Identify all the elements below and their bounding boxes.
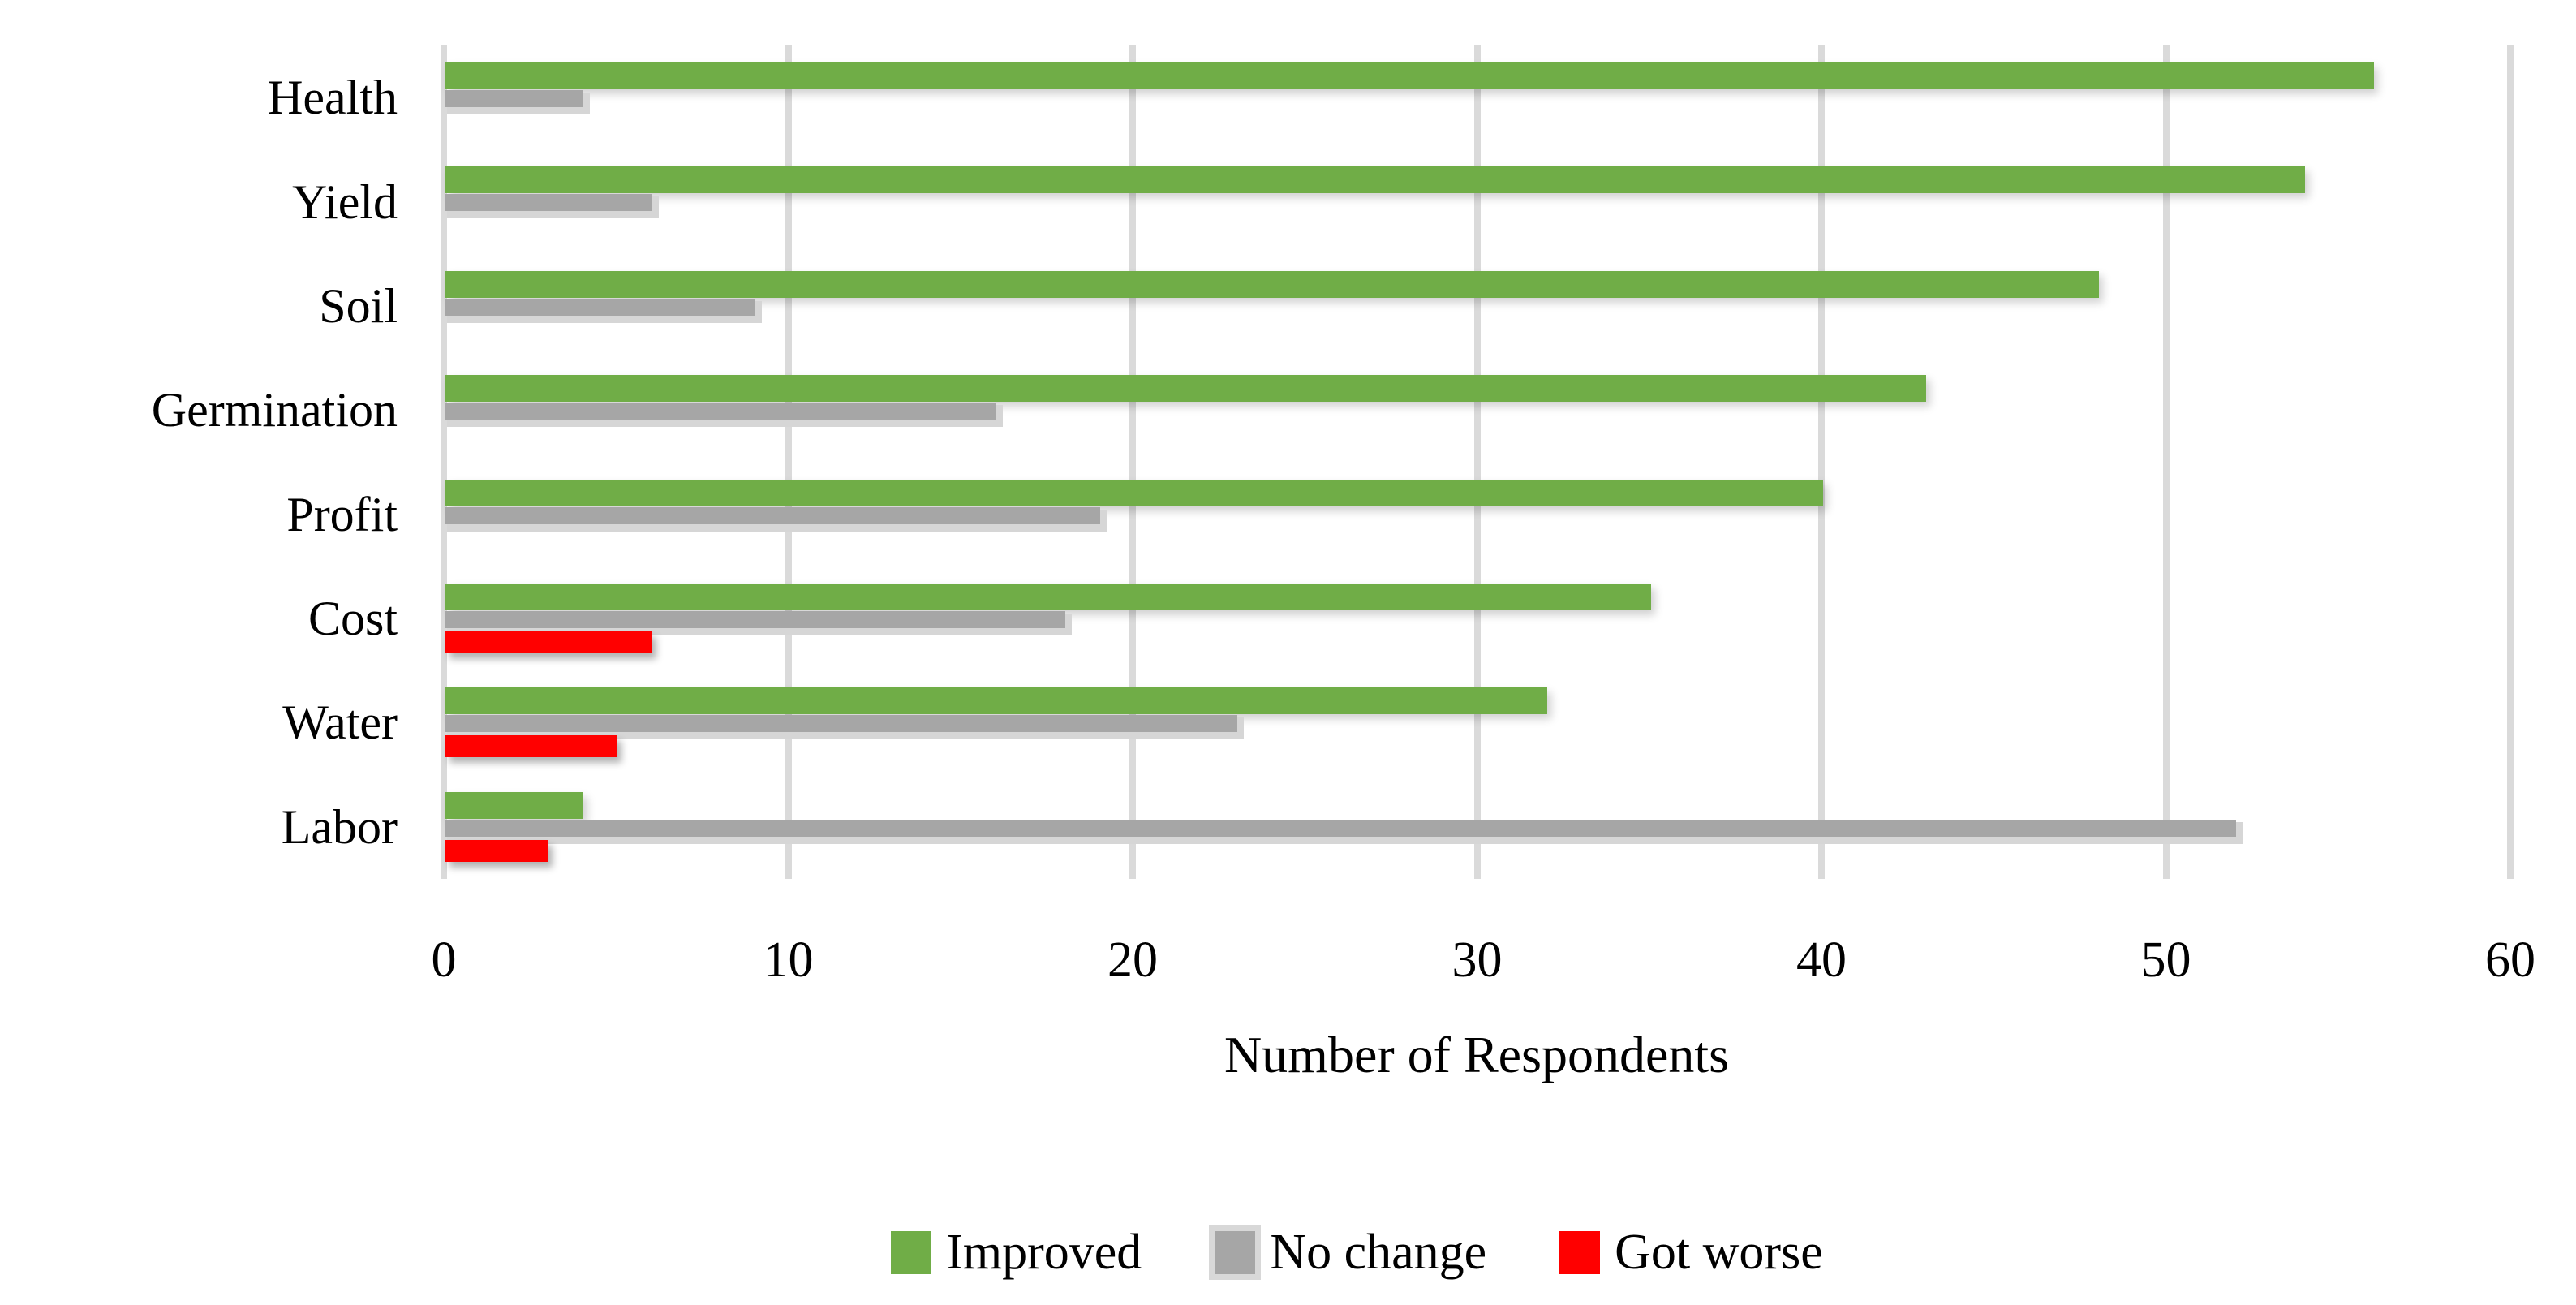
bar-no-change-yield (445, 194, 652, 211)
gridline-x-50 (2162, 45, 2170, 879)
bar-improved-labor (445, 792, 583, 819)
legend-swatch-improved (891, 1230, 932, 1274)
category-label-soil: Soil (319, 279, 398, 333)
bar-no-change-health (445, 90, 583, 107)
bar-no-change-labor (445, 820, 2236, 837)
x-tick-label-40: 40 (1796, 932, 1847, 988)
legend-swatch-got-worse (1559, 1230, 1601, 1274)
category-label-water: Water (282, 696, 398, 749)
bar-improved-water (445, 687, 1547, 714)
bar-no-change-water (445, 715, 1237, 732)
x-tick-label-0: 0 (431, 932, 457, 988)
legend-item-got-worse: Got worse (1559, 1227, 1823, 1277)
category-label-yield: Yield (292, 175, 398, 229)
bar-improved-soil (445, 271, 2099, 298)
x-tick-label-30: 30 (1451, 932, 1503, 988)
legend-item-no-change: No change (1215, 1227, 1486, 1277)
category-label-profit: Profit (286, 488, 398, 541)
x-tick-label-20: 20 (1107, 932, 1158, 988)
legend-label-improved: Improved (946, 1225, 1142, 1280)
category-label-cost: Cost (307, 592, 398, 645)
category-label-germination: Germination (151, 383, 398, 437)
gridline-x-20 (1129, 45, 1136, 879)
bar-no-change-profit (445, 507, 1100, 524)
gridline-x-10 (785, 45, 792, 879)
x-tick-label-60: 60 (2485, 932, 2535, 988)
bar-got-worse-labor (445, 840, 548, 862)
category-label-labor: Labor (281, 800, 398, 854)
x-tick-label-50: 50 (2140, 932, 2191, 988)
bar-improved-germination (445, 375, 1926, 402)
legend: Improved No change Got worse (0, 1227, 2576, 1277)
x-tick-label-10: 10 (763, 932, 814, 988)
gridline-x-60 (2507, 45, 2514, 879)
legend-swatch-no-change (1215, 1230, 1256, 1274)
bar-improved-cost (445, 584, 1651, 610)
bar-got-worse-cost (445, 631, 652, 653)
bar-improved-yield (445, 166, 2305, 193)
bar-improved-health (445, 62, 2374, 89)
legend-label-got-worse: Got worse (1615, 1225, 1823, 1280)
bar-got-worse-water (445, 735, 617, 757)
bar-improved-profit (445, 480, 1823, 506)
bar-no-change-germination (445, 403, 996, 420)
bar-no-change-soil (445, 299, 755, 316)
y-axis-line (441, 45, 447, 879)
bar-no-change-cost (445, 611, 1065, 628)
legend-label-no-change: No change (1270, 1225, 1487, 1280)
gridline-x-30 (1473, 45, 1481, 879)
gridline-x-40 (1818, 45, 1825, 879)
category-label-health: Health (268, 71, 398, 124)
x-axis-title: Number of Respondents (1223, 1026, 1730, 1083)
legend-item-improved: Improved (891, 1227, 1142, 1277)
